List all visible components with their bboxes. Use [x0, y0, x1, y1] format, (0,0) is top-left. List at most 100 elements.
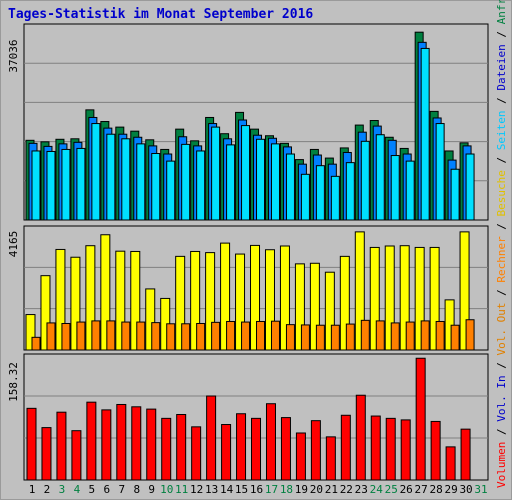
legend-part: Vol. Out [495, 303, 508, 356]
bar-besuche-day-17 [264, 249, 275, 351]
x-label-day-1: 1 [29, 483, 36, 496]
bar-rechner-day-4 [76, 321, 86, 351]
side-legend: Volumen / Vol. In / Vol. Out / Rechner /… [495, 0, 508, 488]
bar-besuche-day-11 [175, 255, 186, 351]
bar-besuche-day-24 [369, 246, 380, 351]
bar-besuche-day-9 [145, 288, 156, 351]
bar-volumen-day-6 [101, 409, 112, 481]
y-max-label-panel-2: 4165 [7, 231, 20, 258]
bar-seiten-day-12 [196, 150, 206, 221]
legend-part: Seiten [495, 110, 508, 150]
bar-rechner-day-13 [211, 321, 221, 351]
x-label-day-23: 23 [355, 483, 368, 496]
bar-seiten-day-2 [46, 150, 56, 221]
bar-besuche-day-23 [354, 231, 365, 351]
bar-volumen-day-24 [370, 415, 381, 481]
bar-volumen-day-13 [206, 395, 217, 481]
bar-rechner-day-19 [300, 324, 310, 351]
bar-besuche-day-20 [309, 262, 320, 351]
x-label-day-20: 20 [310, 483, 323, 496]
bar-seiten-day-16 [256, 138, 266, 221]
y-max-label-panel-1: 37036 [7, 39, 20, 72]
bar-volumen-day-16 [251, 417, 262, 481]
bar-besuche-day-21 [324, 271, 335, 351]
x-label-day-26: 26 [400, 483, 413, 496]
bar-volumen-day-15 [236, 413, 247, 481]
bar-seiten-day-14 [226, 144, 236, 221]
x-label-day-15: 15 [235, 483, 248, 496]
x-label-day-27: 27 [415, 483, 428, 496]
bar-seiten-day-3 [61, 148, 71, 221]
bar-seiten-day-13 [211, 126, 221, 221]
bar-rechner-day-7 [121, 321, 131, 351]
bar-besuche-day-12 [190, 250, 201, 351]
bar-rechner-day-10 [166, 323, 176, 351]
bar-seiten-day-4 [76, 147, 86, 221]
x-label-day-10: 10 [160, 483, 173, 496]
bar-seiten-day-7 [121, 138, 131, 221]
bar-seiten-day-17 [270, 143, 280, 221]
bar-rechner-day-20 [315, 324, 325, 351]
bar-volumen-day-3 [56, 411, 67, 481]
bar-volumen-day-14 [221, 424, 232, 481]
bar-volumen-day-12 [191, 426, 202, 481]
bar-rechner-day-18 [285, 324, 295, 351]
bar-rechner-day-14 [226, 320, 236, 351]
bar-seiten-day-8 [136, 143, 146, 221]
bar-besuche-day-18 [279, 245, 290, 351]
bar-seiten-day-26 [405, 160, 415, 221]
bar-seiten-day-24 [375, 134, 385, 221]
bar-rechner-day-8 [136, 321, 146, 351]
x-label-day-21: 21 [325, 483, 338, 496]
bar-seiten-day-6 [106, 133, 116, 221]
x-label-day-30: 30 [459, 483, 472, 496]
x-label-day-19: 19 [295, 483, 308, 496]
bar-besuche-day-6 [100, 234, 111, 351]
bar-besuche-day-28 [429, 246, 440, 351]
bar-seiten-day-10 [166, 160, 176, 221]
legend-part: / [495, 422, 508, 442]
y-max-label-panel-3: 158.32 [7, 362, 20, 402]
bar-volumen-day-29 [445, 446, 456, 481]
x-label-day-17: 17 [265, 483, 278, 496]
bar-rechner-day-21 [330, 324, 340, 351]
bar-seiten-day-18 [285, 153, 295, 221]
bar-volumen-day-20 [310, 420, 321, 481]
x-label-day-13: 13 [205, 483, 218, 496]
bar-volumen-day-21 [325, 436, 336, 481]
bar-volumen-day-30 [460, 428, 471, 481]
legend-part: / [495, 356, 508, 376]
legend-part: Besuche [495, 170, 508, 216]
legend-part: Vol. In [495, 375, 508, 421]
bar-seiten-day-20 [315, 165, 325, 221]
bar-rechner-day-11 [181, 323, 191, 351]
bar-volumen-day-23 [355, 394, 366, 481]
bar-besuche-day-30 [459, 231, 470, 351]
bar-volumen-day-19 [295, 432, 306, 481]
bar-besuche-day-27 [414, 246, 425, 351]
bar-seiten-day-15 [241, 125, 251, 221]
bar-seiten-day-29 [450, 168, 460, 221]
bar-rechner-day-25 [390, 322, 400, 351]
bar-volumen-day-5 [86, 401, 97, 481]
bar-volumen-day-28 [430, 420, 441, 481]
bar-rechner-day-15 [241, 321, 251, 351]
x-label-day-14: 14 [220, 483, 234, 496]
bar-rechner-day-2 [46, 322, 56, 351]
legend-part: Volumen [495, 442, 508, 488]
bar-rechner-day-23 [360, 319, 370, 351]
bar-rechner-day-6 [106, 320, 116, 351]
bar-besuche-day-2 [40, 275, 51, 351]
x-label-day-22: 22 [340, 483, 353, 496]
x-label-day-8: 8 [133, 483, 140, 496]
bar-besuche-day-25 [384, 245, 395, 351]
bar-rechner-day-29 [450, 324, 460, 351]
bar-seiten-day-11 [181, 143, 191, 221]
bar-seiten-day-9 [151, 153, 161, 221]
bar-volumen-day-7 [116, 403, 127, 481]
bar-rechner-day-5 [91, 320, 101, 351]
legend-part: / [495, 91, 508, 111]
bar-volumen-day-26 [400, 419, 411, 481]
x-label-day-2: 2 [44, 483, 51, 496]
